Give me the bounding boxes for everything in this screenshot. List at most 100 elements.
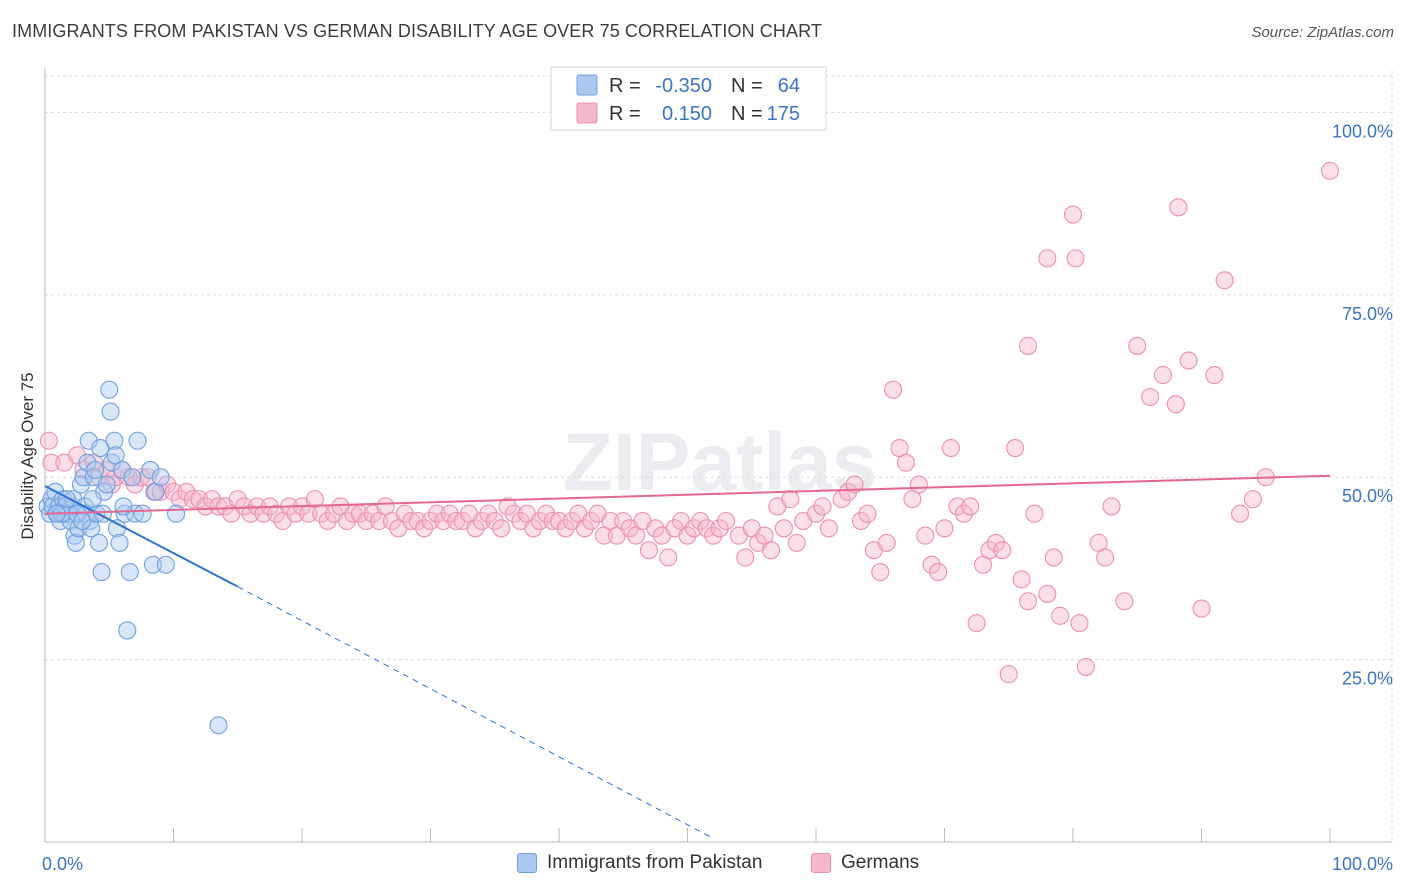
- data-point[interactable]: [1320, 161, 1340, 180]
- data-point[interactable]: [678, 526, 697, 545]
- data-point[interactable]: [1128, 336, 1147, 355]
- data-point[interactable]: [697, 519, 716, 538]
- data-point[interactable]: [97, 475, 116, 494]
- data-point[interactable]: [73, 511, 92, 531]
- data-point[interactable]: [164, 482, 183, 501]
- data-point[interactable]: [961, 497, 980, 516]
- data-point[interactable]: [241, 504, 260, 523]
- data-point[interactable]: [1070, 614, 1089, 633]
- data-point[interactable]: [498, 497, 517, 516]
- data-point[interactable]: [916, 526, 935, 545]
- data-point[interactable]: [92, 563, 111, 582]
- data-point[interactable]: [935, 519, 954, 538]
- data-point[interactable]: [806, 504, 826, 523]
- data-point[interactable]: [1063, 205, 1083, 224]
- data-point[interactable]: [1044, 548, 1063, 567]
- data-point[interactable]: [79, 431, 98, 450]
- legend-item-germans[interactable]: Germans: [811, 852, 919, 874]
- data-point[interactable]: [813, 497, 832, 516]
- data-point[interactable]: [74, 468, 93, 487]
- data-point[interactable]: [156, 555, 175, 574]
- data-point[interactable]: [1102, 497, 1121, 516]
- data-point[interactable]: [1038, 584, 1057, 604]
- data-point[interactable]: [736, 548, 755, 567]
- data-point[interactable]: [761, 541, 781, 560]
- data-point[interactable]: [235, 497, 254, 516]
- data-point[interactable]: [1231, 504, 1250, 523]
- data-point[interactable]: [504, 504, 524, 523]
- data-point[interactable]: [105, 431, 124, 450]
- data-point[interactable]: [492, 519, 511, 538]
- data-point[interactable]: [922, 555, 941, 574]
- data-point[interactable]: [151, 482, 170, 501]
- data-point[interactable]: [472, 511, 491, 531]
- data-point[interactable]: [115, 504, 134, 523]
- data-point[interactable]: [986, 533, 1005, 552]
- data-point[interactable]: [1025, 504, 1044, 523]
- data-point[interactable]: [141, 460, 160, 479]
- data-point[interactable]: [967, 614, 986, 633]
- data-point[interactable]: [95, 482, 114, 501]
- data-point[interactable]: [639, 541, 659, 560]
- data-point[interactable]: [66, 533, 85, 552]
- data-point[interactable]: [434, 511, 453, 531]
- data-point[interactable]: [530, 511, 549, 531]
- data-point[interactable]: [999, 665, 1018, 684]
- data-point[interactable]: [170, 490, 189, 509]
- data-point[interactable]: [941, 439, 960, 458]
- data-point[interactable]: [582, 511, 601, 531]
- data-point[interactable]: [151, 468, 170, 487]
- data-point[interactable]: [524, 519, 543, 538]
- data-point[interactable]: [86, 460, 105, 479]
- data-point[interactable]: [39, 431, 58, 450]
- data-point[interactable]: [408, 511, 427, 531]
- data-point[interactable]: [1066, 249, 1085, 268]
- data-point[interactable]: [1205, 366, 1224, 385]
- data-point[interactable]: [415, 519, 434, 538]
- data-point[interactable]: [1115, 592, 1134, 611]
- data-point[interactable]: [167, 504, 186, 523]
- data-point[interactable]: [110, 533, 129, 552]
- data-point[interactable]: [781, 490, 800, 509]
- data-point[interactable]: [896, 453, 916, 472]
- data-point[interactable]: [100, 380, 119, 399]
- data-point[interactable]: [254, 504, 273, 523]
- data-point[interactable]: [158, 475, 177, 494]
- data-point[interactable]: [209, 716, 228, 735]
- data-point[interactable]: [1192, 599, 1211, 618]
- data-point[interactable]: [83, 490, 102, 509]
- data-point[interactable]: [549, 511, 569, 531]
- data-point[interactable]: [318, 511, 337, 531]
- data-point[interactable]: [954, 504, 973, 523]
- data-point[interactable]: [118, 621, 137, 640]
- data-point[interactable]: [125, 504, 144, 523]
- data-point[interactable]: [646, 519, 665, 538]
- data-point[interactable]: [575, 519, 594, 538]
- data-point[interactable]: [993, 541, 1012, 560]
- data-point[interactable]: [91, 439, 110, 458]
- data-point[interactable]: [1215, 271, 1234, 290]
- data-point[interactable]: [357, 511, 376, 531]
- data-point[interactable]: [1018, 336, 1038, 355]
- data-point[interactable]: [120, 563, 139, 582]
- data-point[interactable]: [710, 519, 729, 538]
- data-point[interactable]: [1243, 490, 1262, 509]
- data-point[interactable]: [858, 504, 877, 523]
- data-point[interactable]: [1141, 387, 1160, 407]
- data-point[interactable]: [1179, 351, 1198, 370]
- legend-item-pakistan[interactable]: Immigrants from Pakistan: [517, 852, 762, 874]
- data-point[interactable]: [884, 380, 903, 399]
- data-point[interactable]: [1006, 439, 1025, 458]
- data-point[interactable]: [101, 402, 120, 421]
- data-point[interactable]: [190, 490, 209, 509]
- data-point[interactable]: [42, 453, 61, 472]
- data-point[interactable]: [716, 511, 736, 531]
- data-point[interactable]: [948, 497, 967, 516]
- data-point[interactable]: [421, 511, 440, 531]
- data-point[interactable]: [286, 504, 305, 523]
- data-point[interactable]: [980, 541, 999, 560]
- data-point[interactable]: [1038, 249, 1057, 268]
- data-point[interactable]: [1096, 548, 1115, 567]
- data-point[interactable]: [659, 548, 678, 567]
- data-point[interactable]: [787, 533, 806, 552]
